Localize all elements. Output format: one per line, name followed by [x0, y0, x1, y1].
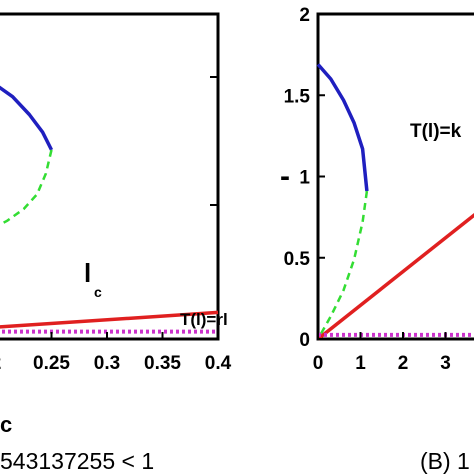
- right-y-tick-label: 0: [299, 330, 310, 351]
- right-caption-fragment: (B) 1: [420, 448, 470, 474]
- left-panel: 2 0.25 0.3 0.35 0.4 l c T(l)=rl c 543137255 …: [0, 12, 232, 474]
- right-x-tick-label: 1: [355, 353, 366, 374]
- left-series-line-1: [0, 85, 54, 151]
- left-x-tick-label: 0.35: [144, 353, 181, 374]
- left-condition-fragment: 543137255 < 1: [0, 448, 154, 474]
- right-x-tick-label: 0: [313, 353, 324, 374]
- right-y-label: -: [280, 160, 290, 193]
- right-panel: 0 1 2 3 0 0.5 1 1.5 2 - T(l)=k (B) 1: [280, 5, 474, 474]
- right-series-line-1: [316, 63, 369, 192]
- right-y-ticks: 0 0.5 1 1.5 2: [284, 5, 325, 351]
- right-x-ticks: 0 1 2 3: [313, 332, 451, 374]
- right-y-tick-label: 2: [299, 5, 310, 26]
- left-x-tick-label: 2: [0, 353, 1, 374]
- right-series-line-3: [316, 212, 474, 341]
- right-x-tick-label: 2: [398, 353, 409, 374]
- right-series-group: [316, 63, 474, 341]
- left-annotation-rl: T(l)=rl: [180, 310, 228, 329]
- left-x-tick-label: 0.4: [205, 353, 232, 374]
- right-plot-frame: [316, 12, 474, 341]
- right-y-tick-label: 0.5: [284, 249, 311, 270]
- left-annotation-l: l: [84, 258, 91, 288]
- left-plot-frame: [0, 12, 220, 341]
- left-annotation-c: c: [94, 284, 102, 300]
- right-x-tick-label: 3: [440, 353, 451, 374]
- left-x-tick-label: 0.25: [33, 353, 70, 374]
- left-x-ticks: 2 0.25 0.3 0.35 0.4: [0, 332, 232, 374]
- left-series-group: [0, 85, 219, 334]
- left-x-tick-label: 0.3: [94, 353, 120, 374]
- left-series-line-3: [0, 310, 219, 329]
- right-annotation-tl: T(l)=k: [410, 121, 462, 142]
- left-x-label: c: [0, 412, 12, 437]
- right-y-tick-label: 1.5: [284, 86, 311, 107]
- right-series-line-2: [316, 190, 369, 340]
- left-series-line-2: [0, 149, 53, 226]
- right-y-tick-label: 1: [299, 168, 310, 189]
